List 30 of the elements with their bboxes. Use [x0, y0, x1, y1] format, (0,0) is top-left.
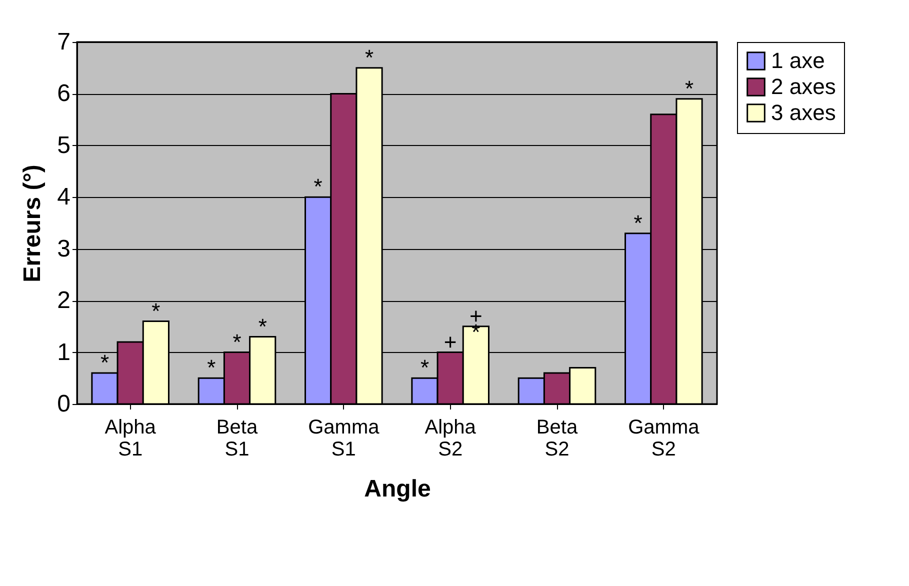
data-label: * [634, 210, 643, 236]
data-label: * [420, 355, 430, 380]
data-label: + [444, 329, 457, 354]
x-tick-label: Alpha S2 [424, 416, 477, 460]
x-axis-title: Angle [364, 476, 431, 502]
y-tick-label: 5 [57, 132, 70, 159]
legend-label: 2 axes [771, 74, 836, 99]
data-label: * [232, 329, 242, 354]
data-label: * [364, 44, 374, 70]
data-label: * [684, 76, 694, 101]
y-tick-label: 1 [57, 338, 70, 366]
x-tick-label: Beta S1 [216, 416, 258, 460]
data-label: * [100, 350, 110, 375]
legend-label: 1 axe [771, 48, 825, 73]
y-tick-label: 0 [57, 390, 70, 418]
data-label: * [258, 314, 268, 339]
data-label: * [314, 174, 323, 200]
legend-label: 3 axes [771, 100, 836, 125]
y-tick-label: 7 [57, 28, 70, 56]
y-tick-label: 4 [57, 184, 70, 211]
y-axis-title: Erreurs (°) [19, 164, 46, 282]
data-label: * [152, 298, 161, 324]
y-tick-label: 2 [57, 287, 70, 314]
x-tick-label: Gamma S1 [308, 416, 380, 460]
x-tick-label: Beta S2 [536, 416, 578, 460]
y-tick-label: 3 [57, 235, 70, 262]
data-label: * [207, 355, 216, 380]
x-tick-label: Alpha S1 [104, 416, 157, 460]
y-tick-label: 6 [57, 80, 70, 108]
x-tick-label: Gamma S2 [628, 416, 700, 460]
